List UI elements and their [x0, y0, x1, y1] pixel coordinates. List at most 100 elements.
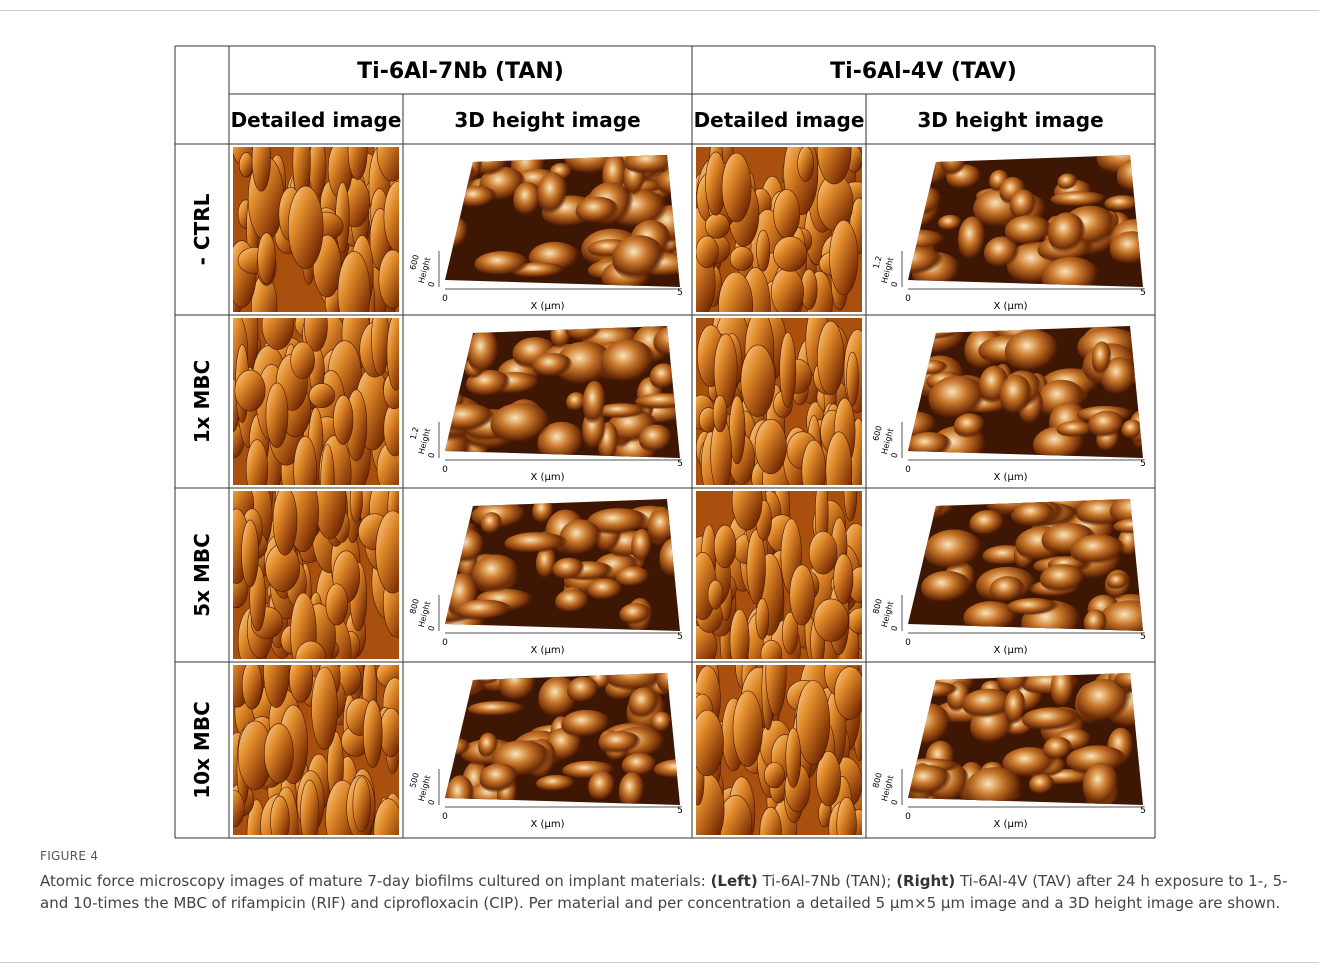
bump	[916, 360, 949, 376]
relief-grain	[786, 728, 801, 787]
relief-grain	[774, 189, 800, 237]
relief-grain	[771, 268, 803, 316]
bump	[456, 186, 497, 209]
bump	[1110, 231, 1154, 267]
x-label: X (µm)	[531, 819, 565, 830]
bump	[444, 144, 468, 180]
z-tick: 0	[890, 625, 900, 632]
relief-grain	[755, 419, 787, 474]
relief-grain	[708, 580, 723, 609]
relief-grain	[798, 146, 814, 181]
relief-grain	[796, 681, 829, 765]
relief-grain	[309, 383, 335, 407]
z-tick: 0	[890, 281, 900, 288]
row-label: - CTRL	[190, 193, 214, 265]
relief-grain	[252, 128, 271, 191]
bump	[1092, 341, 1112, 376]
bump	[467, 329, 499, 376]
x-tick: 5	[677, 632, 683, 642]
x-tick: 5	[1140, 632, 1146, 642]
z-tick: 800	[871, 772, 884, 789]
relief-grain	[300, 780, 318, 845]
x-label: X (µm)	[531, 645, 565, 656]
relief-grain	[223, 790, 244, 827]
z-tick: 600	[408, 254, 421, 271]
bump	[954, 413, 986, 439]
bump	[1004, 689, 1026, 727]
z-tick: 600	[871, 425, 884, 442]
relief-grain	[722, 153, 751, 222]
detailed-image	[681, 113, 874, 348]
row-label: 5x MBC	[190, 533, 214, 617]
relief-grain	[235, 370, 265, 411]
rule	[0, 962, 1319, 963]
bump	[891, 485, 933, 527]
bump	[440, 404, 496, 433]
bump	[651, 712, 672, 734]
bump	[601, 339, 656, 385]
bump	[929, 376, 987, 423]
x-label: X (µm)	[994, 301, 1028, 312]
bump	[1070, 535, 1126, 567]
bump	[450, 485, 482, 517]
bump	[446, 775, 475, 818]
bump	[567, 677, 600, 705]
z-tick: 0	[427, 625, 437, 632]
x-tick: 5	[677, 459, 683, 469]
relief-grain	[387, 313, 405, 390]
relief-grain	[774, 236, 807, 271]
bump	[576, 197, 620, 225]
relief-grain	[266, 383, 288, 448]
bump	[532, 353, 573, 379]
bump	[555, 589, 590, 614]
relief-grain	[273, 486, 297, 555]
bump	[938, 215, 962, 232]
bump	[490, 403, 552, 446]
bump	[1114, 668, 1164, 691]
bump	[588, 771, 616, 803]
row-label: 1x MBC	[190, 360, 214, 444]
relief-grain	[289, 654, 313, 703]
bump	[1051, 667, 1076, 711]
bump	[619, 603, 651, 626]
relief-grain	[241, 520, 258, 587]
z-tick: 800	[871, 598, 884, 615]
x-tick: 0	[905, 465, 911, 475]
bump	[619, 772, 645, 811]
detailed-image	[690, 632, 872, 845]
figure-caption: Atomic force microscopy images of mature…	[40, 870, 1290, 914]
z-tick: 0	[427, 799, 437, 806]
relief-grain	[790, 565, 815, 625]
relief-grain	[371, 303, 389, 375]
bump	[897, 169, 919, 199]
bump	[1104, 195, 1140, 212]
page: Ti-6Al-7Nb (TAN)Ti-6Al-4V (TAV)Detailed …	[0, 0, 1319, 974]
bump	[1005, 215, 1053, 247]
bump	[903, 325, 961, 341]
detailed-image	[223, 457, 410, 696]
relief-grain	[264, 724, 293, 783]
bump	[1117, 158, 1160, 194]
z-tick: 1.2	[409, 426, 421, 441]
caption-text: (Left)	[711, 872, 758, 890]
x-tick: 0	[442, 465, 448, 475]
x-label: X (µm)	[531, 472, 565, 483]
relief-grain	[809, 531, 837, 574]
bump	[941, 145, 968, 177]
x-tick: 5	[1140, 459, 1146, 469]
bump	[1051, 191, 1109, 207]
bump	[906, 432, 953, 459]
bump	[1005, 330, 1060, 375]
relief-grain	[814, 599, 849, 642]
relief-grain	[696, 236, 718, 268]
bump	[439, 216, 469, 251]
relief-grain	[848, 608, 874, 634]
x-tick: 0	[905, 638, 911, 648]
relief-grain	[730, 246, 753, 270]
bump	[1057, 173, 1077, 190]
z-tick: 0	[427, 281, 437, 288]
relief-grain	[834, 554, 853, 604]
relief-grain	[376, 511, 410, 593]
bump	[475, 251, 531, 277]
relief-grain	[705, 214, 729, 239]
